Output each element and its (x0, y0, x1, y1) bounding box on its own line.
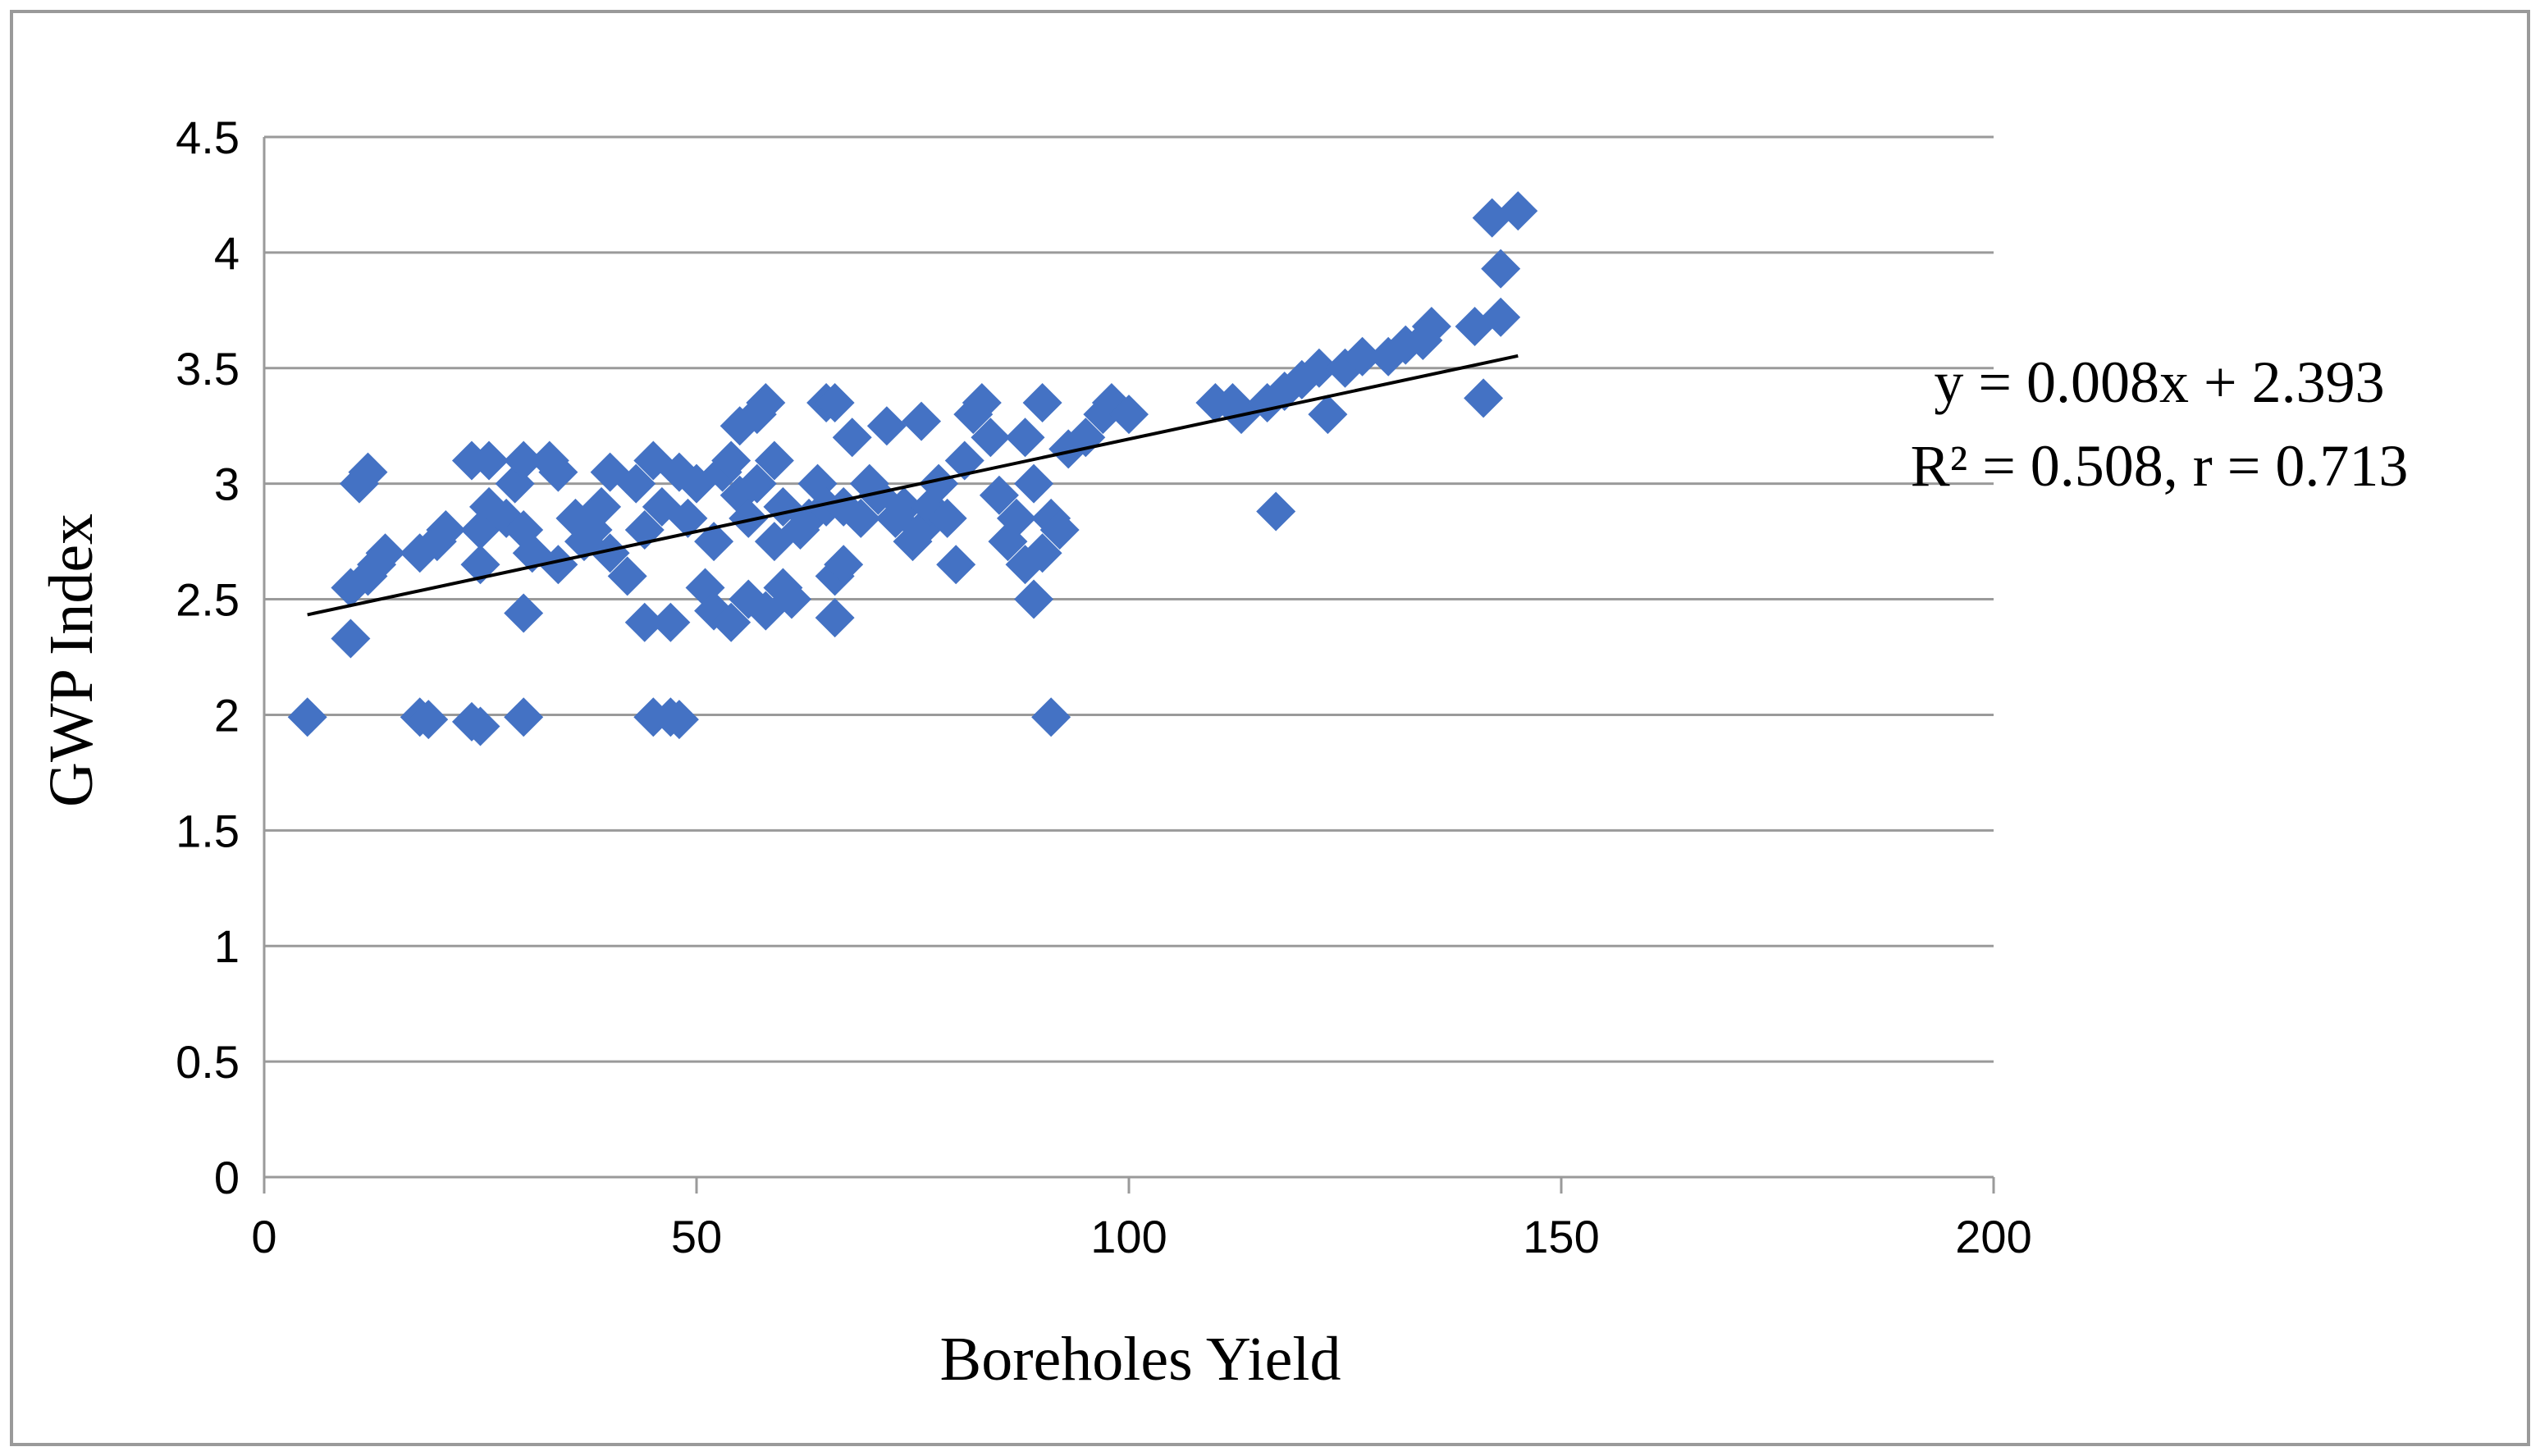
data-point (841, 498, 881, 538)
data-point (426, 510, 466, 550)
trendline (307, 354, 1519, 617)
data-point (771, 579, 811, 619)
data-point (979, 475, 1019, 515)
data-point (1031, 697, 1071, 737)
chart-frame (10, 10, 2530, 1446)
y-tick-label: 0 (214, 1152, 240, 1203)
data-point (659, 700, 699, 740)
trendline-group (307, 354, 1519, 617)
y-axis-title: GWP Index (37, 513, 106, 807)
data-point (504, 593, 544, 633)
axes (263, 137, 1994, 1179)
data-point (651, 602, 691, 642)
data-point (815, 383, 855, 423)
data-point (832, 418, 872, 458)
data-point (1039, 510, 1080, 550)
data-point (504, 697, 544, 737)
data-point (1005, 418, 1045, 458)
data-point (824, 545, 864, 585)
data-point (737, 463, 777, 504)
data-point (624, 602, 665, 642)
data-point (1014, 463, 1054, 504)
data-point (590, 533, 630, 573)
y-tick-label: 3.5 (176, 343, 240, 395)
x-tick-label: 50 (671, 1211, 722, 1262)
x-tick-label: 150 (1523, 1211, 1599, 1262)
data-point (1022, 383, 1062, 423)
data-point (1411, 307, 1451, 347)
y-tick-label: 3 (214, 459, 240, 510)
data-point (927, 498, 967, 538)
data-point (902, 401, 942, 441)
data-point (971, 418, 1011, 458)
y-tick-label: 2.5 (176, 574, 240, 626)
data-point (711, 602, 751, 642)
trendline-equation: y = 0.008x + 2.393 (1934, 349, 2384, 415)
x-axis-title: Boreholes Yield (940, 1325, 1341, 1394)
x-tick-label: 0 (251, 1211, 276, 1262)
data-point (348, 452, 388, 492)
data-point (815, 598, 855, 638)
x-axis-ticks: 0 50 100 150 200 (251, 1177, 2032, 1262)
data-point (1022, 533, 1062, 573)
data-point (919, 463, 959, 504)
data-point (866, 406, 907, 446)
trendline-stats: R² = 0.508, r = 0.713 (1911, 433, 2409, 499)
data-point (538, 545, 578, 585)
data-point (746, 383, 786, 423)
y-tick-label: 0.5 (176, 1036, 240, 1088)
data-point (460, 706, 500, 746)
data-point (944, 440, 984, 481)
data-point (668, 498, 708, 538)
data-point (996, 498, 1036, 538)
data-point (1481, 297, 1521, 337)
data-point (409, 700, 449, 740)
data-point (1464, 378, 1504, 418)
data-points (287, 191, 1538, 746)
data-point (607, 556, 647, 596)
y-axis-ticks: 0 0.5 1 1.5 2 2.5 3 3.5 4 4.5 (176, 112, 240, 1203)
data-point (287, 697, 327, 737)
data-point (1256, 491, 1296, 532)
data-point (582, 486, 622, 527)
data-point (1014, 579, 1054, 619)
data-point (962, 383, 1002, 423)
data-point (469, 440, 509, 481)
data-point (1109, 395, 1149, 435)
data-point (365, 533, 405, 573)
data-point (331, 618, 371, 659)
y-tick-label: 1 (214, 920, 240, 972)
data-point (711, 440, 751, 481)
data-point (1342, 336, 1382, 377)
data-point (1498, 191, 1538, 231)
data-point (538, 452, 578, 492)
data-point (884, 486, 924, 527)
data-point (616, 463, 656, 504)
data-point (1308, 395, 1348, 435)
y-tick-label: 4 (214, 227, 240, 279)
data-point (694, 522, 734, 562)
data-point (729, 498, 769, 538)
data-point (1299, 348, 1339, 388)
data-point (1481, 249, 1521, 289)
y-tick-label: 1.5 (176, 805, 240, 856)
y-tick-label: 4.5 (176, 112, 240, 163)
data-point (504, 440, 544, 481)
x-tick-label: 200 (1955, 1211, 2031, 1262)
x-tick-label: 100 (1090, 1211, 1167, 1262)
data-point (936, 545, 976, 585)
y-tick-label: 2 (214, 689, 240, 741)
data-point (754, 440, 794, 481)
